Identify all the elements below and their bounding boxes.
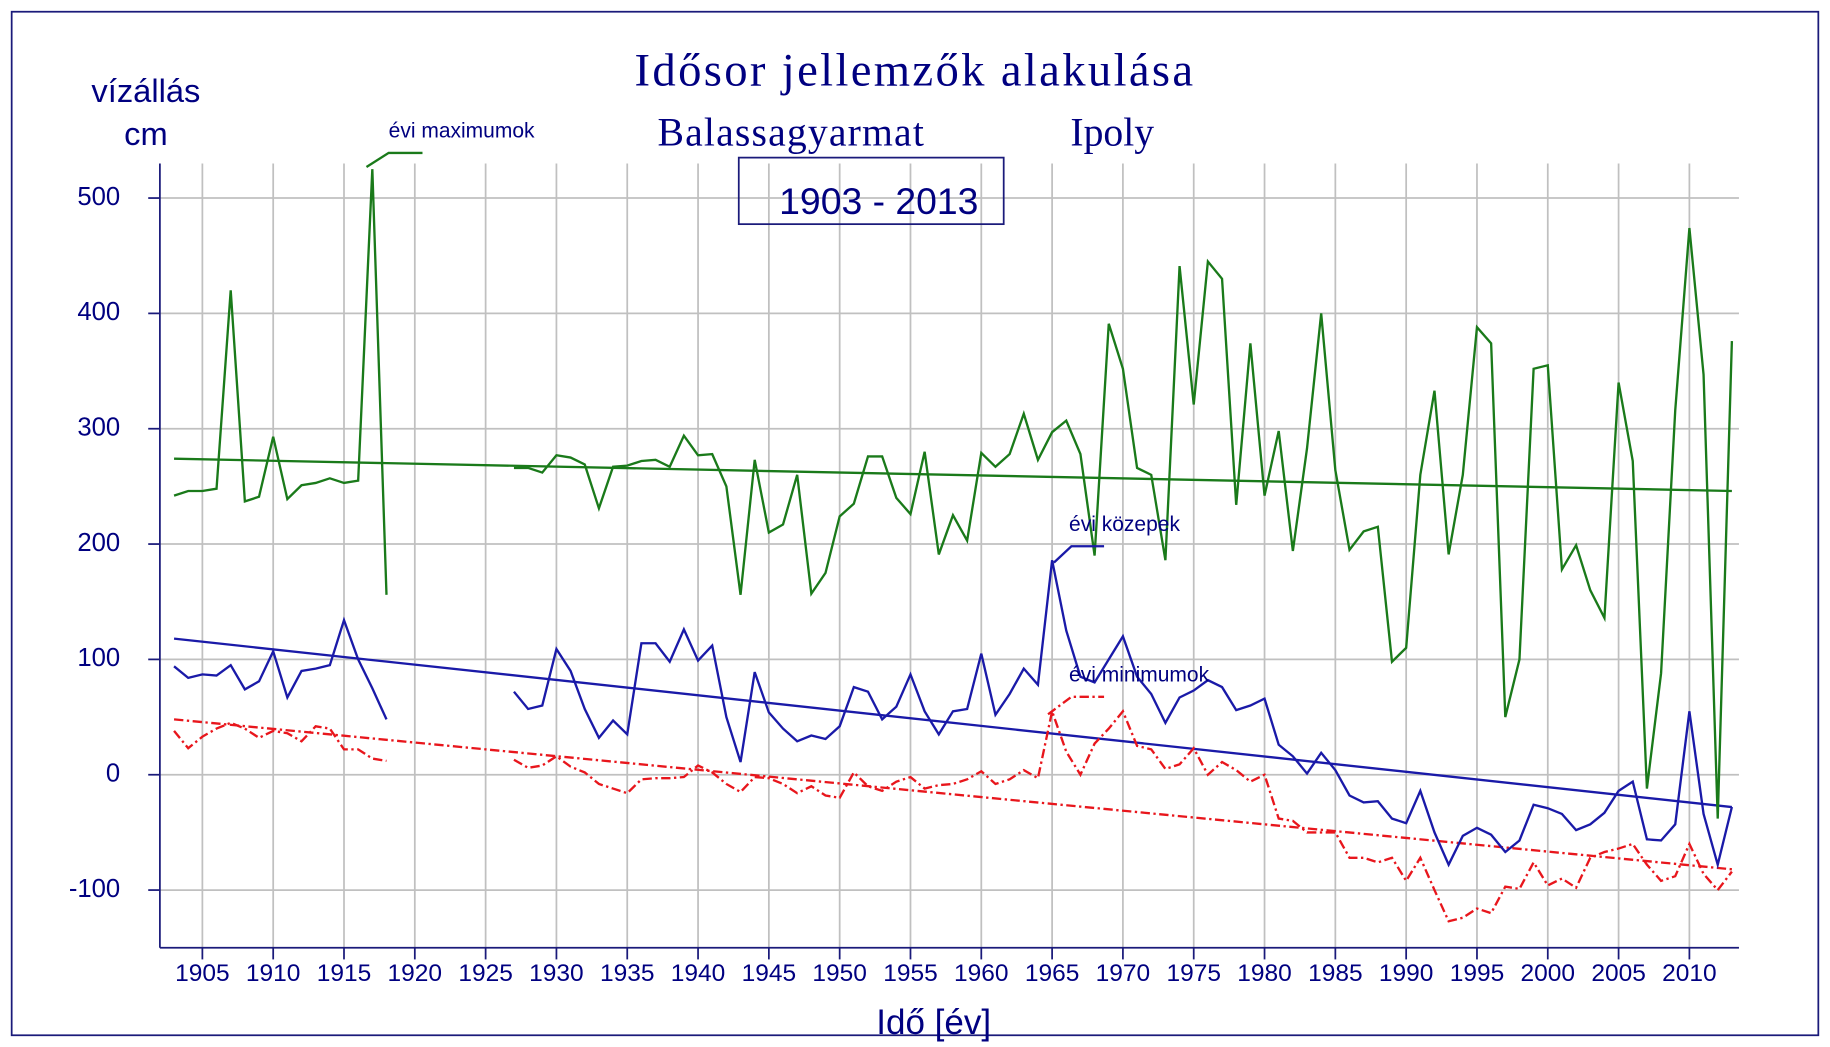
series-line xyxy=(513,706,1733,923)
annotation-leader xyxy=(1053,545,1105,564)
x-tick-label: 1910 xyxy=(246,960,301,987)
x-tick-label: 1935 xyxy=(600,960,655,987)
x-tick-label: 1985 xyxy=(1308,960,1363,987)
x-tick-label: 2010 xyxy=(1662,960,1717,987)
x-tick-label: 2000 xyxy=(1521,960,1576,987)
x-tick-label: 1960 xyxy=(954,960,1009,987)
y-tick-label: 300 xyxy=(77,414,120,442)
grid xyxy=(159,163,1739,948)
x-tick-label: 1995 xyxy=(1450,960,1505,987)
x-tick-label: 1990 xyxy=(1379,960,1434,987)
series-line xyxy=(513,227,1734,819)
period-label: 1903 - 2013 xyxy=(779,180,978,222)
y-tick-label: 200 xyxy=(77,529,120,557)
series-annotation: évi közepek xyxy=(1069,513,1180,536)
x-tick-label: 1980 xyxy=(1237,960,1292,987)
y-tick-label: 400 xyxy=(77,298,120,326)
chart-frame xyxy=(10,10,1820,1037)
series-line xyxy=(173,616,388,720)
series-annotation: évi maximumok xyxy=(389,119,535,142)
river-name: Ipoly xyxy=(1070,111,1154,155)
series-line xyxy=(173,169,388,595)
x-axis-label: Idő [év] xyxy=(876,1003,991,1042)
trend-line xyxy=(174,457,1732,493)
x-tick-label: 1940 xyxy=(671,960,726,987)
y-tick-label: -100 xyxy=(69,875,120,903)
plot-area xyxy=(173,169,1734,923)
y-tick-label: 500 xyxy=(77,183,120,211)
y-tick-label: 100 xyxy=(77,644,120,672)
series-annotation: évi minimumok xyxy=(1069,663,1210,686)
x-tick-label: 1925 xyxy=(458,960,513,987)
x-tick-label: 1945 xyxy=(742,960,797,987)
x-tick-label: 1975 xyxy=(1166,960,1221,987)
x-tick-label: 1930 xyxy=(529,960,584,987)
x-tick-label: 1915 xyxy=(317,960,372,987)
period-box xyxy=(737,156,1005,226)
x-tick-label: 1905 xyxy=(175,960,230,987)
x-tick-label: 1970 xyxy=(1096,960,1151,987)
annotation-leader xyxy=(1047,695,1105,716)
x-tick-label: 1965 xyxy=(1025,960,1080,987)
annotation-leader xyxy=(365,151,423,168)
y-axis-label: vízállás xyxy=(91,72,200,109)
x-tick-label: 1955 xyxy=(883,960,938,987)
chart-subtitle: Balassagyarmat xyxy=(658,111,926,155)
x-tick-label: 2005 xyxy=(1591,960,1646,987)
x-tick-label: 1920 xyxy=(388,960,443,987)
chart-title: Idősor jellemzők alakulása xyxy=(635,44,1196,96)
y-axis-label: cm xyxy=(124,115,168,152)
series-line xyxy=(513,559,1734,870)
trend-line xyxy=(173,637,1733,809)
y-tick-label: 0 xyxy=(106,760,120,788)
x-tick-label: 1950 xyxy=(812,960,867,987)
